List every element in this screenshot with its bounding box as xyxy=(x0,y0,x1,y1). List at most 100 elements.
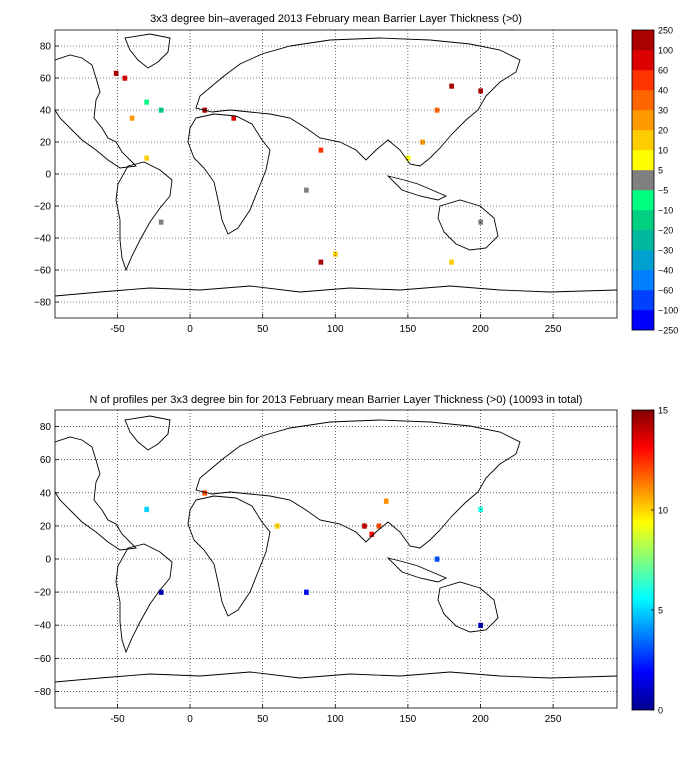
coast-greenland xyxy=(124,415,171,451)
colorbar-swatch xyxy=(632,170,654,191)
x-tick-label: -50 xyxy=(110,324,125,335)
bin-cell xyxy=(449,259,454,265)
bin-cell xyxy=(333,251,338,257)
bin-cell xyxy=(158,107,164,113)
colorbar-label: −250 xyxy=(658,326,678,336)
y-tick-label: 60 xyxy=(40,74,52,85)
colorbar-swatch xyxy=(632,190,654,211)
bin-cell xyxy=(304,187,309,193)
y-tick-label: 0 xyxy=(45,170,51,181)
colorbar-label: 5 xyxy=(658,166,663,176)
bin-cell xyxy=(304,589,309,595)
colorbar-label: 60 xyxy=(658,66,668,76)
coast-africa xyxy=(187,495,271,617)
x-tick-label: -50 xyxy=(110,714,125,725)
bin-cell xyxy=(383,498,389,504)
y-tick-label: −80 xyxy=(34,298,51,309)
y-tick-label: 80 xyxy=(40,422,52,433)
coast-europe-asia xyxy=(195,419,521,549)
bin-cell xyxy=(318,259,324,265)
coast-indonesia xyxy=(386,557,448,583)
chart-1-bins xyxy=(113,70,483,265)
chart-2-gridlines xyxy=(55,410,617,708)
coast-south-america xyxy=(115,161,173,272)
coast-antarctica xyxy=(55,285,617,297)
chart-1-colorbar: −250 −100 −60 −40 −30 −20 −10 −5 5 10 20 30 40 60 100 2… xyxy=(631,26,678,336)
x-tick-label: 250 xyxy=(545,714,562,725)
colorbar-label: −20 xyxy=(658,226,673,236)
y-tick-label: 40 xyxy=(40,106,52,117)
y-tick-label: 40 xyxy=(40,488,52,499)
colorbar-label: 10 xyxy=(658,146,668,156)
chart-2-title: N of profiles per 3x3 degree bin for 201… xyxy=(90,394,583,406)
x-tick-label: 100 xyxy=(327,714,344,725)
bin-cell xyxy=(231,115,237,121)
colorbar-swatch xyxy=(632,310,654,331)
colorbar-swatch xyxy=(632,270,654,291)
colorbar-label: −100 xyxy=(658,306,678,316)
colorbar-swatch xyxy=(632,110,654,131)
x-tick-label: 100 xyxy=(327,324,344,335)
chart-2-y-axis: 80 60 40 20 0 −20 −40 −60 −80 xyxy=(34,422,59,698)
coast-africa xyxy=(187,113,271,235)
colorbar-label: 30 xyxy=(658,106,668,116)
colorbar-swatch xyxy=(632,90,654,111)
coast-antarctica xyxy=(55,671,617,683)
chart-1: 3x3 degree bin–averaged 2013 February me… xyxy=(34,13,678,336)
y-tick-label: −20 xyxy=(34,202,51,213)
colorbar-label: −5 xyxy=(658,186,668,196)
colorbar-swatch xyxy=(632,210,654,231)
y-tick-label: −40 xyxy=(34,234,51,245)
y-tick-label: −40 xyxy=(34,621,51,632)
chart-2-coastlines xyxy=(55,415,617,683)
colorbar-label: 250 xyxy=(658,26,673,36)
colorbar-frame xyxy=(631,29,655,331)
colorbar-label: −30 xyxy=(658,246,673,256)
bin-cell xyxy=(376,523,382,529)
colorbar-gradient xyxy=(632,410,654,710)
coast-greenland xyxy=(124,33,171,69)
bin-cell xyxy=(113,70,119,76)
coast-north-america xyxy=(55,436,137,551)
bin-cell xyxy=(420,139,425,145)
colorbar-label: −40 xyxy=(658,266,673,276)
colorbar-swatch xyxy=(632,130,654,151)
bin-cell xyxy=(434,556,440,562)
coast-australia xyxy=(437,581,499,633)
x-tick-label: 200 xyxy=(472,324,489,335)
y-tick-label: −20 xyxy=(34,588,51,599)
chart-1-gridlines xyxy=(55,30,617,318)
colorbar-label: 5 xyxy=(658,606,663,616)
bin-cell xyxy=(434,107,440,113)
colorbar-label: −10 xyxy=(658,206,673,216)
colorbar-swatch xyxy=(632,290,654,311)
colorbar-label: 20 xyxy=(658,126,668,136)
colorbar-swatch xyxy=(632,150,654,171)
colorbar-label: −60 xyxy=(658,286,673,296)
colorbar-label: 40 xyxy=(658,86,668,96)
colorbar-label: 0 xyxy=(658,706,663,716)
y-tick-label: 20 xyxy=(40,138,52,149)
colorbar-label: 10 xyxy=(658,506,668,516)
chart-2: N of profiles per 3x3 degree bin for 201… xyxy=(34,394,668,725)
chart-1-y-axis: 80 60 40 20 0 −20 −40 −60 −80 xyxy=(34,42,59,309)
bin-cell xyxy=(202,490,208,496)
x-tick-label: 150 xyxy=(400,324,417,335)
x-tick-label: 50 xyxy=(257,714,269,725)
bin-cell xyxy=(144,155,149,161)
colorbar-frame xyxy=(631,409,655,711)
y-tick-label: 80 xyxy=(40,42,52,53)
y-tick-label: 20 xyxy=(40,521,52,532)
y-tick-label: −60 xyxy=(34,266,51,277)
colorbar-swatch xyxy=(632,70,654,91)
colorbar-swatch xyxy=(632,230,654,251)
x-tick-label: 150 xyxy=(400,714,417,725)
colorbar-label: 100 xyxy=(658,46,673,56)
x-tick-label: 50 xyxy=(257,324,269,335)
bin-cell xyxy=(144,99,149,105)
y-tick-label: −60 xyxy=(34,654,51,665)
bin-cell xyxy=(318,147,324,153)
